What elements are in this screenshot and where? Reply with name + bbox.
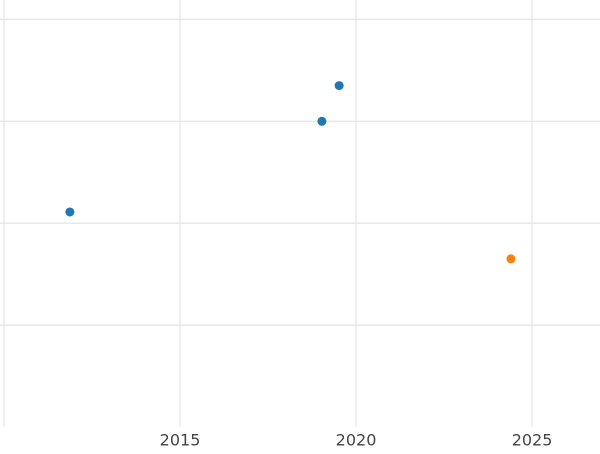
x-tick-label: 2020 (336, 431, 377, 450)
point (334, 81, 344, 91)
x-tick-label: 2015 (160, 431, 201, 450)
x-tick-label: 2025 (512, 431, 553, 450)
point (317, 116, 327, 126)
point (65, 207, 75, 217)
point (506, 254, 516, 264)
